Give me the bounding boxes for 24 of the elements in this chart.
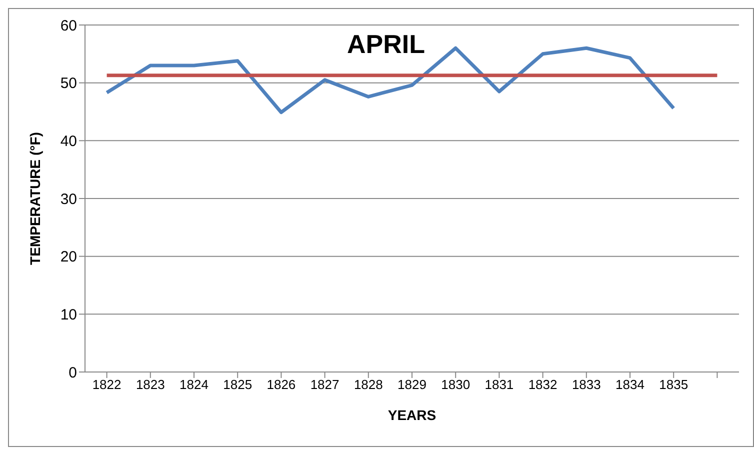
x-tick-label: 1835 [659,377,688,392]
y-tick-label: 50 [60,75,77,92]
x-tick-label: 1833 [572,377,601,392]
x-tick-label: 1825 [223,377,252,392]
x-tick-label: 1832 [528,377,558,392]
x-tick-label: 1830 [441,377,470,392]
x-tick-label: 1822 [92,377,122,392]
x-tick-label: 1826 [266,377,296,392]
y-tick-label: 60 [60,17,77,34]
y-axis-title: TEMPERATURE (°F) [26,132,43,265]
x-tick-label: 1831 [484,377,514,392]
x-tick-label: 1823 [136,377,165,392]
chart-title: APRIL [347,29,425,59]
y-tick-label: 20 [60,248,77,266]
y-tick-label: 10 [60,306,77,324]
x-axis-title: YEARS [388,407,436,423]
x-tick-label: 1834 [616,377,644,392]
x-tick-label: 1828 [354,377,383,392]
x-tick-label: 1824 [180,377,208,392]
y-tick-label: 0 [68,364,77,382]
y-tick-label: 30 [60,190,77,208]
x-tick-label: 1827 [310,377,340,392]
x-tick-label: 1829 [398,377,426,392]
y-tick-label: 40 [60,132,77,150]
